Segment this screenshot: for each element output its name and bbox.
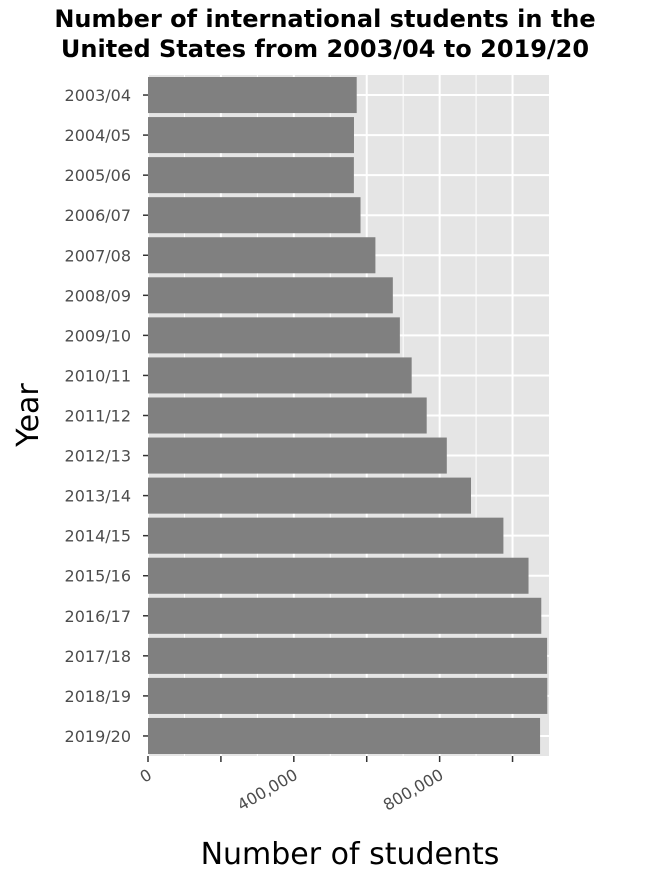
x-tick-label: 800,000 [380,765,447,815]
bar [148,517,504,554]
chart-title: Number of international students in the … [0,4,650,64]
bar [148,197,361,234]
y-axis: 2003/04 2004/05 2005/06 2006/07 2007/08 2008/… [65,86,148,746]
y-tick-label: 2011/12 [65,407,131,426]
y-tick-label: 2012/13 [65,447,131,466]
bar [148,237,376,274]
y-tick-label: 2003/04 [65,86,131,105]
y-tick-label: 2010/11 [65,366,131,385]
y-tick-label: 2005/06 [65,166,131,185]
y-tick-label: 2008/09 [65,286,131,305]
y-tick-label: 2007/08 [65,246,131,265]
bar [148,477,472,514]
chart-title-line-2: United States from 2003/04 to 2019/20 [60,35,590,63]
x-axis: 0 400,000 800,000 [137,756,514,815]
bars [148,77,548,754]
bar [148,157,354,194]
bar [148,717,541,754]
y-tick-label: 2017/18 [65,647,131,666]
y-axis-title: Year [11,383,46,448]
bar [148,357,412,394]
bar [148,117,354,154]
bar [148,557,529,594]
bar [148,397,427,434]
bar [148,597,542,634]
y-tick-label: 2019/20 [65,727,131,746]
x-tick-label: 0 [137,765,155,787]
y-tick-label: 2014/15 [65,527,131,546]
bar [148,637,548,674]
y-tick-label: 2015/16 [65,567,131,586]
x-axis-title: Number of students [201,837,500,872]
x-tick-label: 400,000 [234,765,301,815]
y-tick-label: 2009/10 [65,326,131,345]
y-tick-label: 2013/14 [65,487,131,506]
chart-title-line-1: Number of international students in the [54,5,596,33]
bar [148,677,548,714]
y-tick-label: 2004/05 [65,126,131,145]
y-tick-label: 2006/07 [65,206,131,225]
y-tick-label: 2018/19 [65,687,131,706]
bar [148,437,447,474]
y-tick-label: 2016/17 [65,607,131,626]
bar [148,77,357,114]
bar [148,277,393,314]
bar [148,317,400,354]
